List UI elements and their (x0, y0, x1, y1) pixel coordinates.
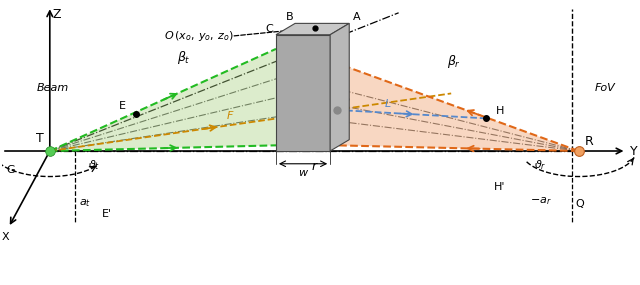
Text: Q: Q (575, 199, 584, 209)
Text: $O\,(x_o,\,y_o,\,z_o)$: $O\,(x_o,\,y_o,\,z_o)$ (164, 29, 234, 43)
Text: G: G (6, 165, 15, 175)
Text: B: B (285, 12, 293, 22)
Text: T: T (36, 132, 44, 145)
Text: Y: Y (630, 144, 637, 158)
Polygon shape (337, 63, 579, 151)
Polygon shape (330, 23, 349, 151)
Text: $\beta_r$: $\beta_r$ (447, 53, 461, 70)
Text: E: E (119, 101, 126, 111)
Text: X: X (1, 232, 9, 242)
Polygon shape (276, 35, 330, 151)
Text: $a_t$: $a_t$ (79, 198, 91, 209)
Text: Beam: Beam (37, 84, 69, 93)
Text: H: H (496, 105, 504, 115)
Text: C: C (265, 24, 273, 34)
Text: F: F (227, 111, 233, 121)
Text: r: r (312, 160, 317, 172)
Text: s: s (333, 121, 339, 131)
Text: Z: Z (53, 8, 61, 21)
Text: $\vartheta_t$: $\vartheta_t$ (88, 158, 100, 172)
Text: L: L (385, 99, 391, 109)
Text: A: A (353, 12, 360, 22)
Text: $\vartheta_r$: $\vartheta_r$ (534, 158, 547, 172)
Text: $-a_r$: $-a_r$ (529, 195, 551, 207)
Text: $\hat{n}$: $\hat{n}$ (332, 115, 340, 129)
Polygon shape (276, 23, 349, 35)
Text: w: w (298, 168, 308, 178)
Text: R: R (585, 135, 594, 148)
Text: $\beta_t$: $\beta_t$ (177, 49, 191, 66)
Text: E': E' (102, 209, 112, 219)
Polygon shape (50, 49, 276, 151)
Text: H': H' (494, 182, 506, 192)
Text: FoV: FoV (595, 84, 615, 93)
Text: ds: ds (284, 82, 296, 92)
Text: D: D (332, 24, 340, 34)
Text: P: P (343, 97, 349, 107)
